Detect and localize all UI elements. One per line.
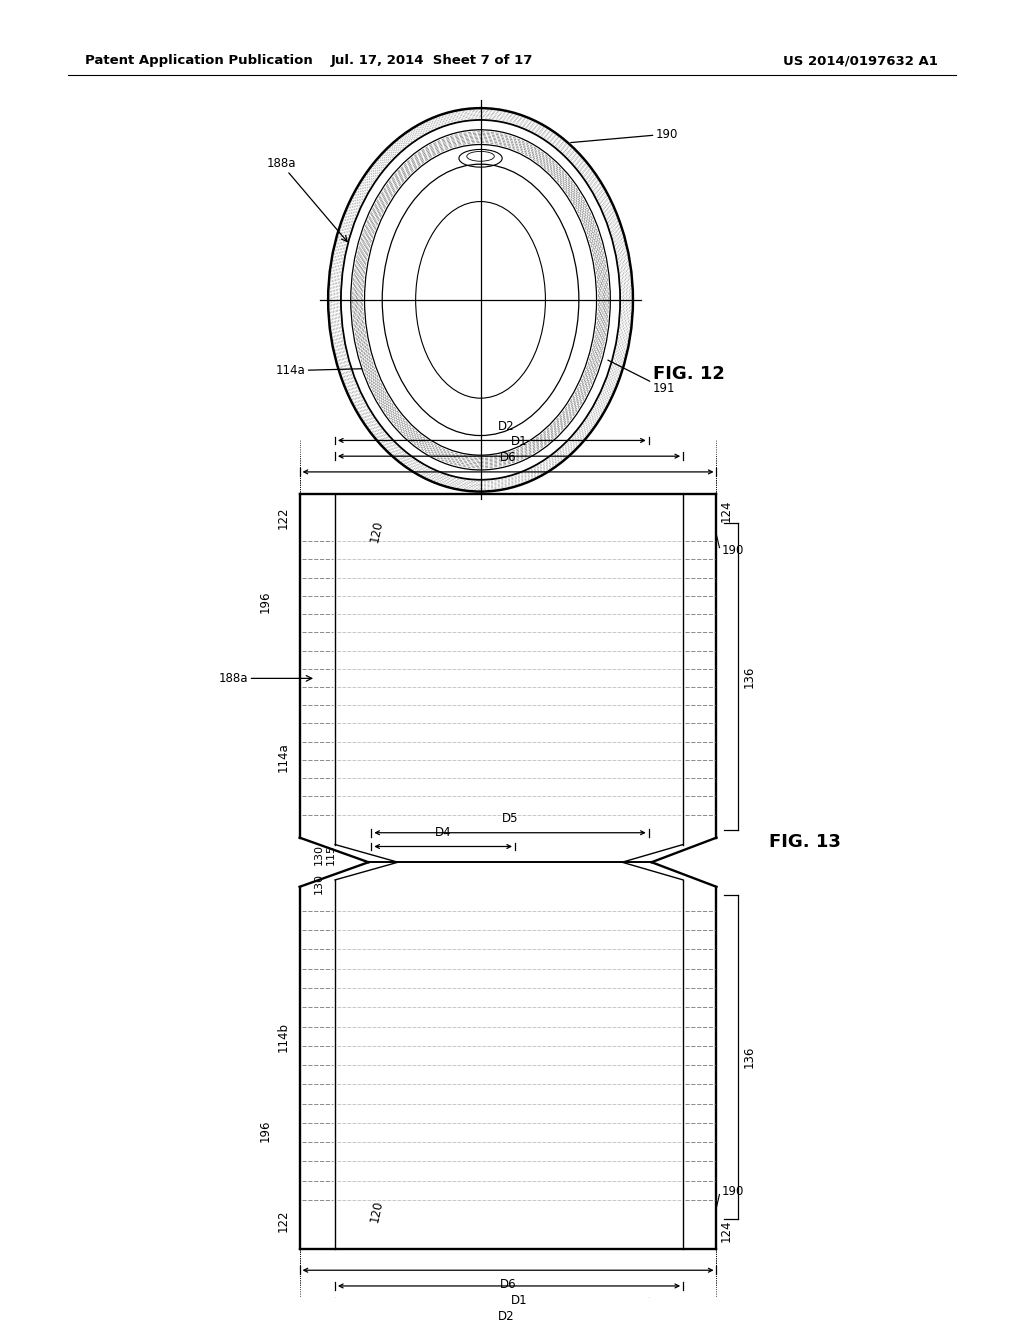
Text: 196: 196: [259, 590, 272, 612]
Text: 188a: 188a: [219, 672, 311, 685]
Text: 130: 130: [314, 843, 325, 865]
Text: 190: 190: [570, 128, 678, 143]
Text: 130: 130: [314, 874, 325, 895]
Text: 136: 136: [743, 1045, 756, 1068]
Text: FIG. 12: FIG. 12: [653, 364, 725, 383]
Text: D2: D2: [499, 420, 515, 433]
Text: 190: 190: [722, 544, 743, 557]
Text: 191: 191: [608, 360, 675, 395]
Text: 114b: 114b: [276, 1022, 290, 1052]
Text: 122: 122: [276, 1210, 290, 1233]
Text: 115: 115: [326, 843, 336, 865]
Text: 114a: 114a: [275, 364, 361, 378]
Text: D6: D6: [500, 451, 516, 465]
Text: 114a: 114a: [276, 742, 290, 772]
Text: Jul. 17, 2014  Sheet 7 of 17: Jul. 17, 2014 Sheet 7 of 17: [330, 54, 532, 67]
Text: 196: 196: [259, 1119, 272, 1142]
Text: FIG. 13: FIG. 13: [769, 833, 841, 850]
Text: 120: 120: [368, 519, 385, 544]
Text: Patent Application Publication: Patent Application Publication: [85, 54, 313, 67]
Text: US 2014/0197632 A1: US 2014/0197632 A1: [782, 54, 938, 67]
Text: 122: 122: [276, 507, 290, 529]
Text: 188a: 188a: [266, 157, 347, 242]
Text: D5: D5: [502, 812, 518, 825]
Text: D1: D1: [511, 1294, 527, 1307]
Text: 136: 136: [743, 665, 756, 688]
Text: 124: 124: [720, 500, 732, 523]
Text: 124: 124: [720, 1220, 732, 1242]
Text: 120: 120: [368, 1199, 385, 1224]
Text: 190: 190: [722, 1185, 743, 1199]
Text: D1: D1: [511, 436, 527, 449]
Text: D4: D4: [435, 825, 452, 838]
Text: D2: D2: [499, 1309, 515, 1320]
Text: D6: D6: [500, 1278, 516, 1291]
